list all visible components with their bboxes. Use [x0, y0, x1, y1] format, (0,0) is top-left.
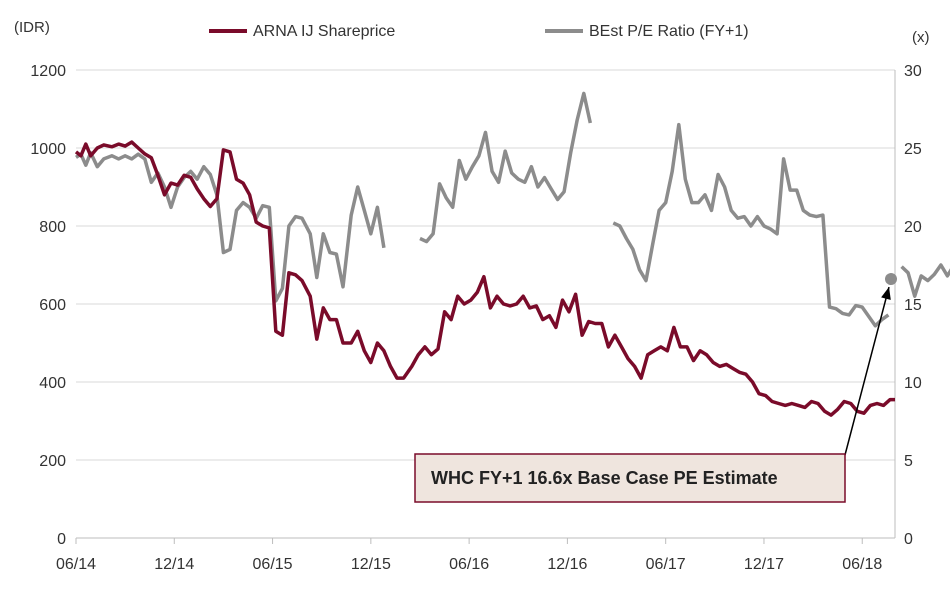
x-tick-label: 12/17	[744, 556, 784, 573]
y-right-tick-label: 0	[904, 531, 913, 548]
y-right-tick-label: 20	[904, 219, 922, 236]
legend: ARNA IJ Shareprice BEst P/E Ratio (FY+1)	[209, 23, 749, 40]
x-tick-label: 06/18	[842, 556, 882, 573]
annotation-arrow	[844, 286, 890, 456]
y-left-tick-label: 0	[57, 531, 66, 548]
legend-label-pe: BEst P/E Ratio (FY+1)	[589, 23, 749, 40]
pe-ratio-line-segment-3	[612, 122, 890, 328]
x-tick-label: 06/14	[56, 556, 96, 573]
x-axis-ticks: 06/14 12/14 06/15 12/15 06/16 12/16 06/17 12/17…	[56, 538, 882, 573]
series-layer	[74, 91, 950, 417]
annotation-arrowhead	[881, 287, 891, 300]
y-left-tick-label: 1000	[30, 141, 66, 158]
x-tick-label: 06/17	[646, 556, 686, 573]
x-tick-label: 12/15	[351, 556, 391, 573]
y-left-tick-label: 1200	[30, 63, 66, 80]
y-left-tick-label: 200	[39, 453, 66, 470]
annotation-text: WHC FY+1 16.6x Base Case PE Estimate	[431, 468, 778, 488]
y-right-tick-label: 15	[904, 297, 922, 314]
shareprice-line	[74, 140, 895, 417]
pe-ratio-line-segment-2	[419, 91, 593, 244]
y-axis-right-ticks: 0 5 10 15 20 25 30	[904, 63, 922, 548]
y-right-tick-label: 10	[904, 375, 922, 392]
y-axis-left-ticks: 0 200 400 600 800 1000 1200	[30, 63, 66, 548]
estimate-marker	[885, 273, 897, 286]
x-tick-label: 12/16	[547, 556, 587, 573]
y-right-tick-label: 5	[904, 453, 913, 470]
x-tick-label: 06/15	[253, 556, 293, 573]
y-axis-left-unit: (IDR)	[14, 19, 50, 36]
annotation: WHC FY+1 16.6x Base Case PE Estimate	[414, 286, 891, 503]
y-left-tick-label: 600	[39, 297, 66, 314]
annotation-box	[414, 453, 846, 503]
y-right-tick-label: 25	[904, 141, 922, 158]
pe-ratio-line-segment-1	[75, 150, 386, 303]
y-right-tick-label: 30	[904, 63, 922, 80]
legend-label-shareprice: ARNA IJ Shareprice	[253, 23, 395, 40]
x-tick-label: 06/16	[449, 556, 489, 573]
y-left-tick-label: 800	[39, 219, 66, 236]
x-tick-label: 12/14	[154, 556, 194, 573]
pe-ratio-line-segment-4	[900, 263, 950, 298]
gridlines	[76, 69, 896, 539]
y-axis-right-unit: (x)	[912, 29, 930, 46]
y-left-tick-label: 400	[39, 375, 66, 392]
